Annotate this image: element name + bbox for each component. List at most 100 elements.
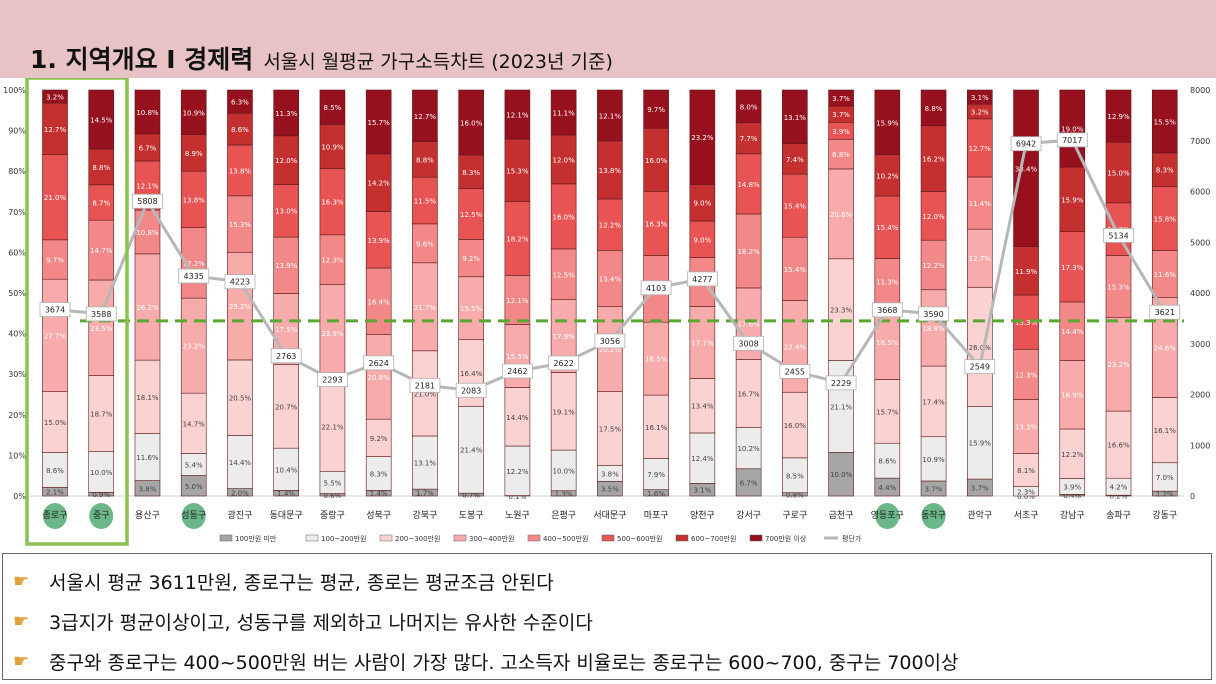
bar-segment — [1059, 301, 1086, 361]
y-right-tick-label: 4000 — [1190, 289, 1210, 298]
data-label: 17.5% — [599, 425, 622, 433]
data-label: 10.8% — [136, 109, 159, 117]
line-point-label-box — [918, 306, 949, 322]
data-label: 11.3% — [275, 110, 298, 118]
data-label: 13.4% — [599, 275, 622, 283]
bar-segment — [1059, 166, 1086, 232]
line-point-label: 2083 — [461, 386, 481, 395]
line-point-label: 3590 — [923, 310, 943, 319]
data-label: 15.9% — [969, 440, 992, 448]
data-label: 13.1% — [784, 114, 807, 122]
highlight-box — [25, 78, 129, 546]
data-label: 12.2% — [922, 262, 945, 270]
line-point-label-box — [640, 280, 672, 296]
data-label: 8.3% — [370, 470, 388, 478]
data-label: 14.4% — [229, 459, 252, 467]
bar-segment — [1151, 186, 1178, 251]
data-label: 26.2% — [136, 304, 159, 312]
data-label: 15.3% — [506, 167, 529, 175]
data-label: 12.7% — [414, 113, 437, 121]
bar-segment — [920, 436, 947, 482]
data-label: 15.5% — [506, 353, 529, 361]
bar-segment — [597, 198, 623, 251]
data-label: 13.9% — [368, 237, 391, 245]
highlight-dot — [921, 503, 946, 529]
data-label: 14.7% — [90, 247, 113, 255]
note-1: ☛ 서울시 평균 3611만원, 종로구는 평균, 종로는 평균조금 안된다 — [13, 566, 554, 596]
data-label: 12.7% — [969, 255, 992, 263]
legend-swatch — [749, 534, 763, 542]
pointing-hand-icon: ☛ — [13, 610, 30, 632]
data-label: 0.4% — [1063, 492, 1081, 500]
data-label: 8.5% — [324, 104, 342, 112]
data-label: 17.4% — [922, 398, 945, 406]
data-label: 10.4% — [275, 466, 298, 474]
line-point-label: 3008 — [738, 339, 758, 348]
data-label: 8.8% — [416, 156, 434, 164]
data-label: 13.9% — [275, 262, 298, 270]
bar-segment — [134, 89, 161, 135]
data-label: 0.0% — [1017, 493, 1035, 501]
bar-segment — [874, 379, 901, 444]
line-point-label: 3588 — [91, 310, 111, 319]
bar-segment — [597, 391, 623, 466]
data-label: 15.7% — [368, 119, 391, 127]
data-label: 10.0% — [830, 471, 853, 479]
category-label: 강북구 — [412, 510, 437, 521]
bar-segment — [273, 184, 300, 238]
data-label: 0.9% — [92, 491, 110, 499]
header-band — [0, 0, 1216, 78]
data-label: 17.9% — [553, 333, 576, 341]
category-label: 강동구 — [1152, 510, 1177, 521]
category-label: 강남구 — [1060, 510, 1085, 521]
data-label: 6.3% — [231, 99, 249, 107]
data-label: 21.0% — [414, 390, 437, 398]
bar-segment — [920, 191, 947, 241]
y-left-tick-label: 50% — [8, 289, 26, 298]
data-label: 13.1% — [414, 460, 437, 468]
data-label: 19.0% — [1061, 126, 1084, 134]
bar-segment — [1105, 410, 1132, 479]
data-label: 11.9% — [1015, 268, 1038, 276]
data-label: 7.7% — [740, 135, 758, 143]
category-label: 동작구 — [921, 510, 946, 521]
data-label: 16.4% — [460, 370, 483, 378]
bar-segment — [180, 89, 207, 135]
data-label: 6.7% — [139, 144, 157, 152]
data-label: 4.4% — [878, 484, 896, 492]
notes-box: ☛ 서울시 평균 3611만원, 종로구는 평균, 종로는 평균조금 안된다 ☛ 3… — [2, 553, 1212, 680]
bar-segment — [180, 297, 207, 394]
bar-segment — [42, 102, 68, 155]
data-label: 11.4% — [969, 200, 992, 208]
bar-segment — [365, 418, 392, 457]
data-label: 15.3% — [1107, 283, 1130, 291]
bar-segment — [1151, 152, 1178, 187]
data-label: 20.7% — [275, 403, 298, 411]
data-label: 12.9% — [1107, 113, 1130, 121]
data-label: 16.4% — [368, 298, 391, 306]
data-label: 8.7% — [92, 199, 110, 207]
data-label: 2.3% — [1017, 488, 1035, 496]
bar-segment — [1105, 141, 1132, 204]
bar-segment — [365, 89, 392, 155]
bar-segment — [319, 168, 346, 236]
bar-segment — [1151, 89, 1178, 154]
line-point-label-box — [455, 382, 487, 398]
bar-segment — [42, 89, 68, 104]
data-label: 29.2% — [229, 303, 252, 311]
note-3-text: 중구와 종로구는 400~500만원 버는 사람이 가장 많다. 고소득자 비율… — [49, 651, 959, 674]
bar-segment — [920, 125, 947, 192]
data-label: 11.6% — [136, 454, 159, 462]
line-point-label-box — [39, 302, 71, 317]
data-label: 13.8% — [183, 196, 206, 204]
line-point-label-box — [964, 359, 996, 375]
data-label: 18.1% — [136, 394, 159, 402]
data-label: 0.8% — [786, 491, 804, 499]
bar-segment — [1059, 360, 1086, 430]
legend-swatch — [527, 534, 541, 542]
data-label: 10.9% — [922, 456, 945, 464]
data-label: 10.2% — [876, 172, 899, 180]
bar-segment — [1105, 316, 1132, 412]
data-label: 17.2% — [183, 260, 206, 268]
bar-segment — [319, 381, 346, 472]
